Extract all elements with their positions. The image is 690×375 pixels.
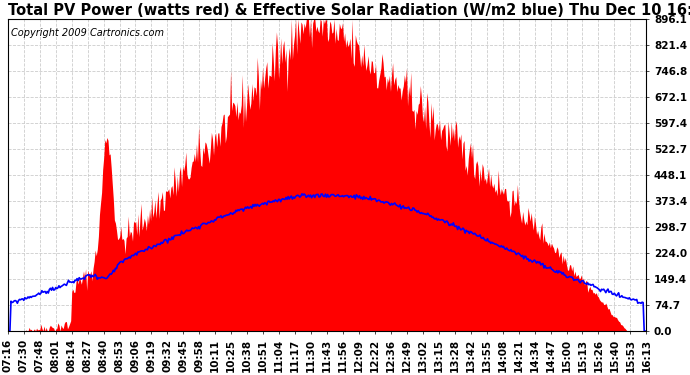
Text: Total PV Power (watts red) & Effective Solar Radiation (W/m2 blue) Thu Dec 10 16: Total PV Power (watts red) & Effective S… bbox=[8, 3, 690, 18]
Text: Copyright 2009 Cartronics.com: Copyright 2009 Cartronics.com bbox=[11, 28, 164, 38]
